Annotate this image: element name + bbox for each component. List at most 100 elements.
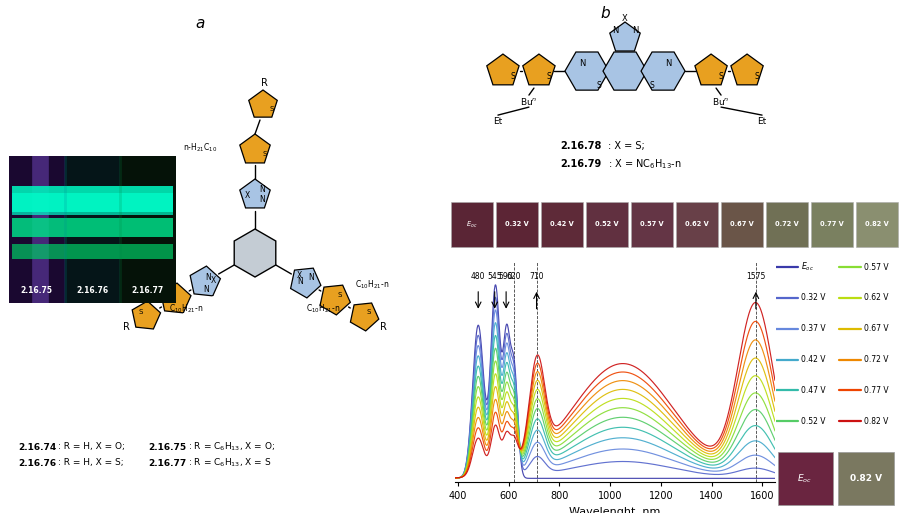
Text: 480: 480 bbox=[471, 272, 485, 282]
Text: C$_{10}$H$_{21}$-n: C$_{10}$H$_{21}$-n bbox=[355, 279, 389, 291]
Text: $E_{oc}$: $E_{oc}$ bbox=[797, 472, 813, 485]
Text: : X = S;: : X = S; bbox=[608, 141, 644, 151]
Text: 2.16.74: 2.16.74 bbox=[18, 443, 56, 451]
Text: b: b bbox=[600, 6, 610, 21]
Text: C$_{10}$H$_{21}$-n: C$_{10}$H$_{21}$-n bbox=[169, 302, 203, 315]
Text: 0.82 V: 0.82 V bbox=[865, 417, 889, 426]
Text: S: S bbox=[139, 309, 143, 315]
Text: $E_{oc}$: $E_{oc}$ bbox=[801, 261, 814, 273]
Bar bbox=[811, 202, 853, 247]
Text: N: N bbox=[205, 273, 211, 282]
Bar bbox=[766, 202, 808, 247]
Text: 0.52 V: 0.52 V bbox=[801, 417, 826, 426]
Text: 2.16.77: 2.16.77 bbox=[131, 286, 164, 295]
Text: 0.82 V: 0.82 V bbox=[850, 474, 882, 483]
Text: : X = NC$_6$H$_{13}$-n: : X = NC$_6$H$_{13}$-n bbox=[608, 157, 681, 171]
X-axis label: Wavelenght, nm: Wavelenght, nm bbox=[570, 507, 661, 513]
Text: 0.42 V: 0.42 V bbox=[801, 355, 826, 364]
Polygon shape bbox=[603, 52, 647, 90]
Text: Et: Et bbox=[758, 116, 767, 126]
Polygon shape bbox=[731, 54, 763, 85]
Text: 2.16.76: 2.16.76 bbox=[76, 286, 108, 295]
Polygon shape bbox=[239, 179, 270, 208]
Polygon shape bbox=[320, 285, 350, 315]
Text: 0.32 V: 0.32 V bbox=[801, 293, 826, 302]
Text: X: X bbox=[297, 271, 302, 280]
Text: S: S bbox=[510, 72, 516, 81]
Text: S: S bbox=[338, 292, 342, 298]
Polygon shape bbox=[291, 268, 321, 298]
Polygon shape bbox=[248, 90, 277, 117]
Bar bbox=[12, 218, 173, 237]
Bar bbox=[451, 202, 493, 247]
Text: n-H$_{21}$C$_{10}$: n-H$_{21}$C$_{10}$ bbox=[183, 142, 217, 154]
Polygon shape bbox=[487, 54, 519, 85]
Text: Et: Et bbox=[493, 116, 502, 126]
Text: N: N bbox=[612, 26, 618, 34]
Bar bbox=[12, 186, 173, 212]
Text: N: N bbox=[632, 26, 638, 34]
Text: S: S bbox=[263, 151, 267, 157]
Polygon shape bbox=[641, 52, 685, 90]
Polygon shape bbox=[132, 301, 160, 329]
Text: R: R bbox=[123, 322, 130, 332]
Text: R: R bbox=[380, 322, 387, 332]
Text: 0.62 V: 0.62 V bbox=[865, 293, 889, 302]
Text: 710: 710 bbox=[529, 272, 544, 282]
Text: 0.77 V: 0.77 V bbox=[820, 222, 844, 227]
Polygon shape bbox=[239, 134, 270, 163]
Text: 0.72 V: 0.72 V bbox=[865, 355, 889, 364]
Text: S: S bbox=[168, 292, 173, 298]
Text: 590: 590 bbox=[499, 272, 513, 282]
Text: N: N bbox=[579, 58, 585, 68]
Text: $E_{oc}$: $E_{oc}$ bbox=[466, 220, 478, 229]
Text: a: a bbox=[195, 16, 204, 31]
Text: 0.42 V: 0.42 V bbox=[550, 222, 574, 227]
Text: 2.16.79: 2.16.79 bbox=[560, 159, 601, 169]
Text: 0.67 V: 0.67 V bbox=[730, 222, 754, 227]
Text: 0.57 V: 0.57 V bbox=[865, 263, 889, 271]
Bar bbox=[120, 156, 176, 303]
Text: R: R bbox=[261, 78, 267, 88]
Text: X: X bbox=[245, 190, 249, 200]
Text: Bu$^n$: Bu$^n$ bbox=[712, 95, 730, 107]
Text: 2.16.77: 2.16.77 bbox=[148, 459, 186, 467]
Polygon shape bbox=[161, 283, 191, 313]
Text: S: S bbox=[719, 72, 724, 81]
Text: C$_{10}$H$_{21}$-n: C$_{10}$H$_{21}$-n bbox=[306, 302, 340, 315]
Bar bbox=[496, 202, 538, 247]
Text: 0.52 V: 0.52 V bbox=[595, 222, 619, 227]
Text: X: X bbox=[211, 276, 216, 285]
Polygon shape bbox=[565, 52, 609, 90]
Polygon shape bbox=[234, 229, 275, 277]
Bar bbox=[839, 452, 894, 505]
Text: Bu$^n$: Bu$^n$ bbox=[520, 95, 537, 107]
Text: 0.67 V: 0.67 V bbox=[865, 324, 889, 333]
Polygon shape bbox=[350, 303, 379, 331]
Text: N: N bbox=[309, 273, 314, 282]
Bar bbox=[586, 202, 628, 247]
Bar bbox=[721, 202, 763, 247]
Text: S: S bbox=[366, 309, 371, 315]
Text: S: S bbox=[596, 81, 601, 90]
Text: 0.37 V: 0.37 V bbox=[801, 324, 826, 333]
Bar bbox=[12, 244, 173, 259]
Bar bbox=[12, 193, 173, 215]
Text: 0.47 V: 0.47 V bbox=[801, 386, 826, 395]
Text: N: N bbox=[259, 195, 265, 205]
Text: S: S bbox=[546, 72, 552, 81]
Bar bbox=[676, 202, 718, 247]
Text: : R = H, X = O;: : R = H, X = O; bbox=[58, 443, 128, 451]
Text: 0.82 V: 0.82 V bbox=[865, 222, 889, 227]
Polygon shape bbox=[190, 266, 220, 296]
Text: 1575: 1575 bbox=[746, 272, 766, 282]
Bar bbox=[9, 156, 65, 303]
Text: S: S bbox=[270, 106, 274, 112]
Text: X: X bbox=[622, 13, 628, 23]
Text: 0.57 V: 0.57 V bbox=[640, 222, 664, 227]
Text: 2.16.78: 2.16.78 bbox=[560, 141, 601, 151]
Bar bbox=[631, 202, 673, 247]
Text: N: N bbox=[297, 277, 302, 286]
Text: 0.32 V: 0.32 V bbox=[505, 222, 529, 227]
Text: 620: 620 bbox=[507, 272, 521, 282]
